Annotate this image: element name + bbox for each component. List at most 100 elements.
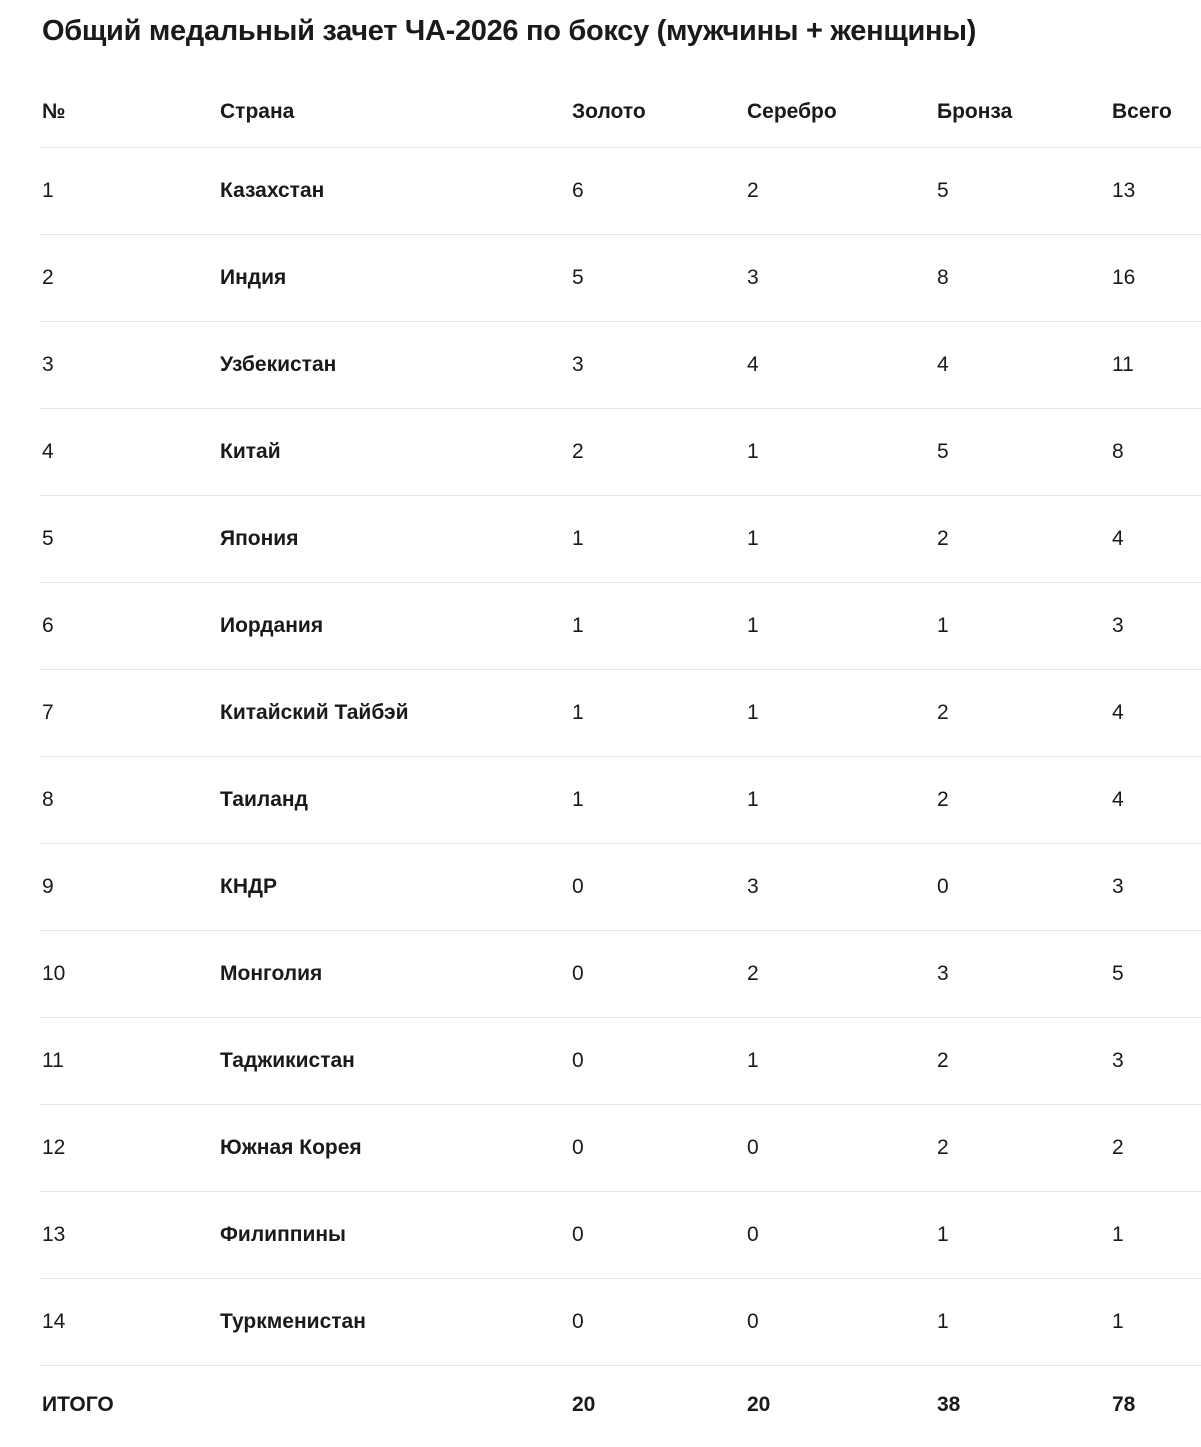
cell-bronze: 3 bbox=[937, 961, 949, 985]
cell-country: Китайский Тайбэй bbox=[220, 700, 409, 724]
table-row: 9 КНДР 0 3 0 3 bbox=[40, 844, 1201, 931]
table-row: 8 Таиланд 1 1 2 4 bbox=[40, 757, 1201, 844]
cell-bronze: 2 bbox=[937, 787, 949, 811]
cell-rank: 6 bbox=[42, 613, 54, 637]
cell-silver: 1 bbox=[747, 700, 759, 724]
table-row: 5 Япония 1 1 2 4 bbox=[40, 496, 1201, 583]
cell-country: Индия bbox=[220, 265, 287, 289]
cell-gold: 5 bbox=[572, 265, 584, 289]
cell-gold: 1 bbox=[572, 787, 584, 811]
cell-country: Южная Корея bbox=[220, 1135, 362, 1159]
cell-total: 5 bbox=[1112, 961, 1124, 985]
cell-bronze: 2 bbox=[937, 526, 949, 550]
cell-gold: 1 bbox=[572, 526, 584, 550]
cell-bronze: 2 bbox=[937, 1135, 949, 1159]
cell-country: Филиппины bbox=[220, 1222, 346, 1246]
cell-bronze: 2 bbox=[937, 1048, 949, 1072]
cell-country: Япония bbox=[220, 526, 299, 550]
column-header-country: Страна bbox=[220, 99, 295, 123]
cell-total: 4 bbox=[1112, 787, 1124, 811]
cell-silver: 0 bbox=[747, 1222, 759, 1246]
cell-rank: 9 bbox=[42, 874, 54, 898]
column-header-bronze: Бронза bbox=[937, 99, 1013, 123]
cell-gold: 2 bbox=[572, 439, 584, 463]
cell-country: Китай bbox=[220, 439, 281, 463]
cell-gold: 0 bbox=[572, 1048, 584, 1072]
total-silver: 20 bbox=[747, 1392, 771, 1416]
cell-rank: 3 bbox=[42, 352, 54, 376]
table-row: 11 Таджикистан 0 1 2 3 bbox=[40, 1018, 1201, 1105]
cell-total: 3 bbox=[1112, 613, 1124, 637]
cell-country: Монголия bbox=[220, 961, 323, 985]
total-bronze: 38 bbox=[937, 1392, 961, 1416]
cell-bronze: 1 bbox=[937, 1222, 949, 1246]
total-label: ИТОГО bbox=[42, 1392, 114, 1416]
cell-rank: 8 bbox=[42, 787, 54, 811]
cell-silver: 3 bbox=[747, 265, 759, 289]
table-row: 3 Узбекистан 3 4 4 11 bbox=[40, 322, 1201, 409]
cell-bronze: 1 bbox=[937, 1309, 949, 1333]
table-body: 1 Казахстан 6 2 5 13 2 Индия 5 3 8 16 3 Узбекистан 3 4 4… bbox=[40, 148, 1201, 1366]
cell-total: 8 bbox=[1112, 439, 1124, 463]
cell-total: 2 bbox=[1112, 1135, 1124, 1159]
table-row: 4 Китай 2 1 5 8 bbox=[40, 409, 1201, 496]
table-row: 10 Монголия 0 2 3 5 bbox=[40, 931, 1201, 1018]
cell-gold: 0 bbox=[572, 1309, 584, 1333]
table-row: 7 Китайский Тайбэй 1 1 2 4 bbox=[40, 670, 1201, 757]
cell-rank: 14 bbox=[42, 1309, 66, 1333]
cell-silver: 0 bbox=[747, 1135, 759, 1159]
cell-gold: 0 bbox=[572, 961, 584, 985]
cell-bronze: 4 bbox=[937, 352, 949, 376]
cell-gold: 0 bbox=[572, 874, 584, 898]
column-header-silver: Серебро bbox=[747, 99, 837, 123]
cell-rank: 11 bbox=[42, 1048, 64, 1072]
cell-rank: 10 bbox=[42, 961, 66, 985]
cell-total: 4 bbox=[1112, 526, 1124, 550]
cell-rank: 1 bbox=[42, 178, 54, 202]
cell-rank: 4 bbox=[42, 439, 54, 463]
table-row: 1 Казахстан 6 2 5 13 bbox=[40, 148, 1201, 235]
cell-total: 11 bbox=[1112, 352, 1134, 376]
cell-total: 16 bbox=[1112, 265, 1136, 289]
cell-country: Казахстан bbox=[220, 178, 325, 202]
column-header-rank: № bbox=[42, 99, 66, 123]
cell-silver: 0 bbox=[747, 1309, 759, 1333]
table-row: 13 Филиппины 0 0 1 1 bbox=[40, 1192, 1201, 1279]
cell-total: 3 bbox=[1112, 1048, 1124, 1072]
table-row: 2 Индия 5 3 8 16 bbox=[40, 235, 1201, 322]
cell-bronze: 5 bbox=[937, 178, 949, 202]
cell-silver: 4 bbox=[747, 352, 759, 376]
cell-country: Иордания bbox=[220, 613, 324, 637]
cell-gold: 1 bbox=[572, 613, 584, 637]
cell-gold: 6 bbox=[572, 178, 584, 202]
table-total-row: ИТОГО 20 20 38 78 bbox=[40, 1366, 1201, 1444]
cell-gold: 3 bbox=[572, 352, 584, 376]
cell-total: 1 bbox=[1112, 1309, 1124, 1333]
cell-silver: 1 bbox=[747, 613, 759, 637]
cell-country: Таджикистан bbox=[220, 1048, 355, 1072]
total-gold: 20 bbox=[572, 1392, 596, 1416]
table-row: 12 Южная Корея 0 0 2 2 bbox=[40, 1105, 1201, 1192]
cell-total: 13 bbox=[1112, 178, 1136, 202]
cell-gold: 0 bbox=[572, 1135, 584, 1159]
cell-silver: 1 bbox=[747, 439, 759, 463]
cell-rank: 7 bbox=[42, 700, 54, 724]
column-header-gold: Золото bbox=[572, 99, 646, 123]
table-row: 14 Туркменистан 0 0 1 1 bbox=[40, 1279, 1201, 1366]
total-total: 78 bbox=[1112, 1392, 1136, 1416]
cell-gold: 0 bbox=[572, 1222, 584, 1246]
cell-bronze: 2 bbox=[937, 700, 949, 724]
cell-bronze: 5 bbox=[937, 439, 949, 463]
medal-table: № Страна Золото Серебро Бронза Всего 1 Ка… bbox=[40, 77, 1201, 1444]
cell-silver: 1 bbox=[747, 787, 759, 811]
cell-total: 4 bbox=[1112, 700, 1124, 724]
column-header-total: Всего bbox=[1112, 99, 1172, 123]
cell-silver: 2 bbox=[747, 178, 759, 202]
cell-country: Таиланд bbox=[220, 787, 308, 811]
cell-total: 1 bbox=[1112, 1222, 1124, 1246]
cell-bronze: 8 bbox=[937, 265, 949, 289]
cell-silver: 1 bbox=[747, 526, 759, 550]
cell-rank: 2 bbox=[42, 265, 54, 289]
cell-bronze: 0 bbox=[937, 874, 949, 898]
